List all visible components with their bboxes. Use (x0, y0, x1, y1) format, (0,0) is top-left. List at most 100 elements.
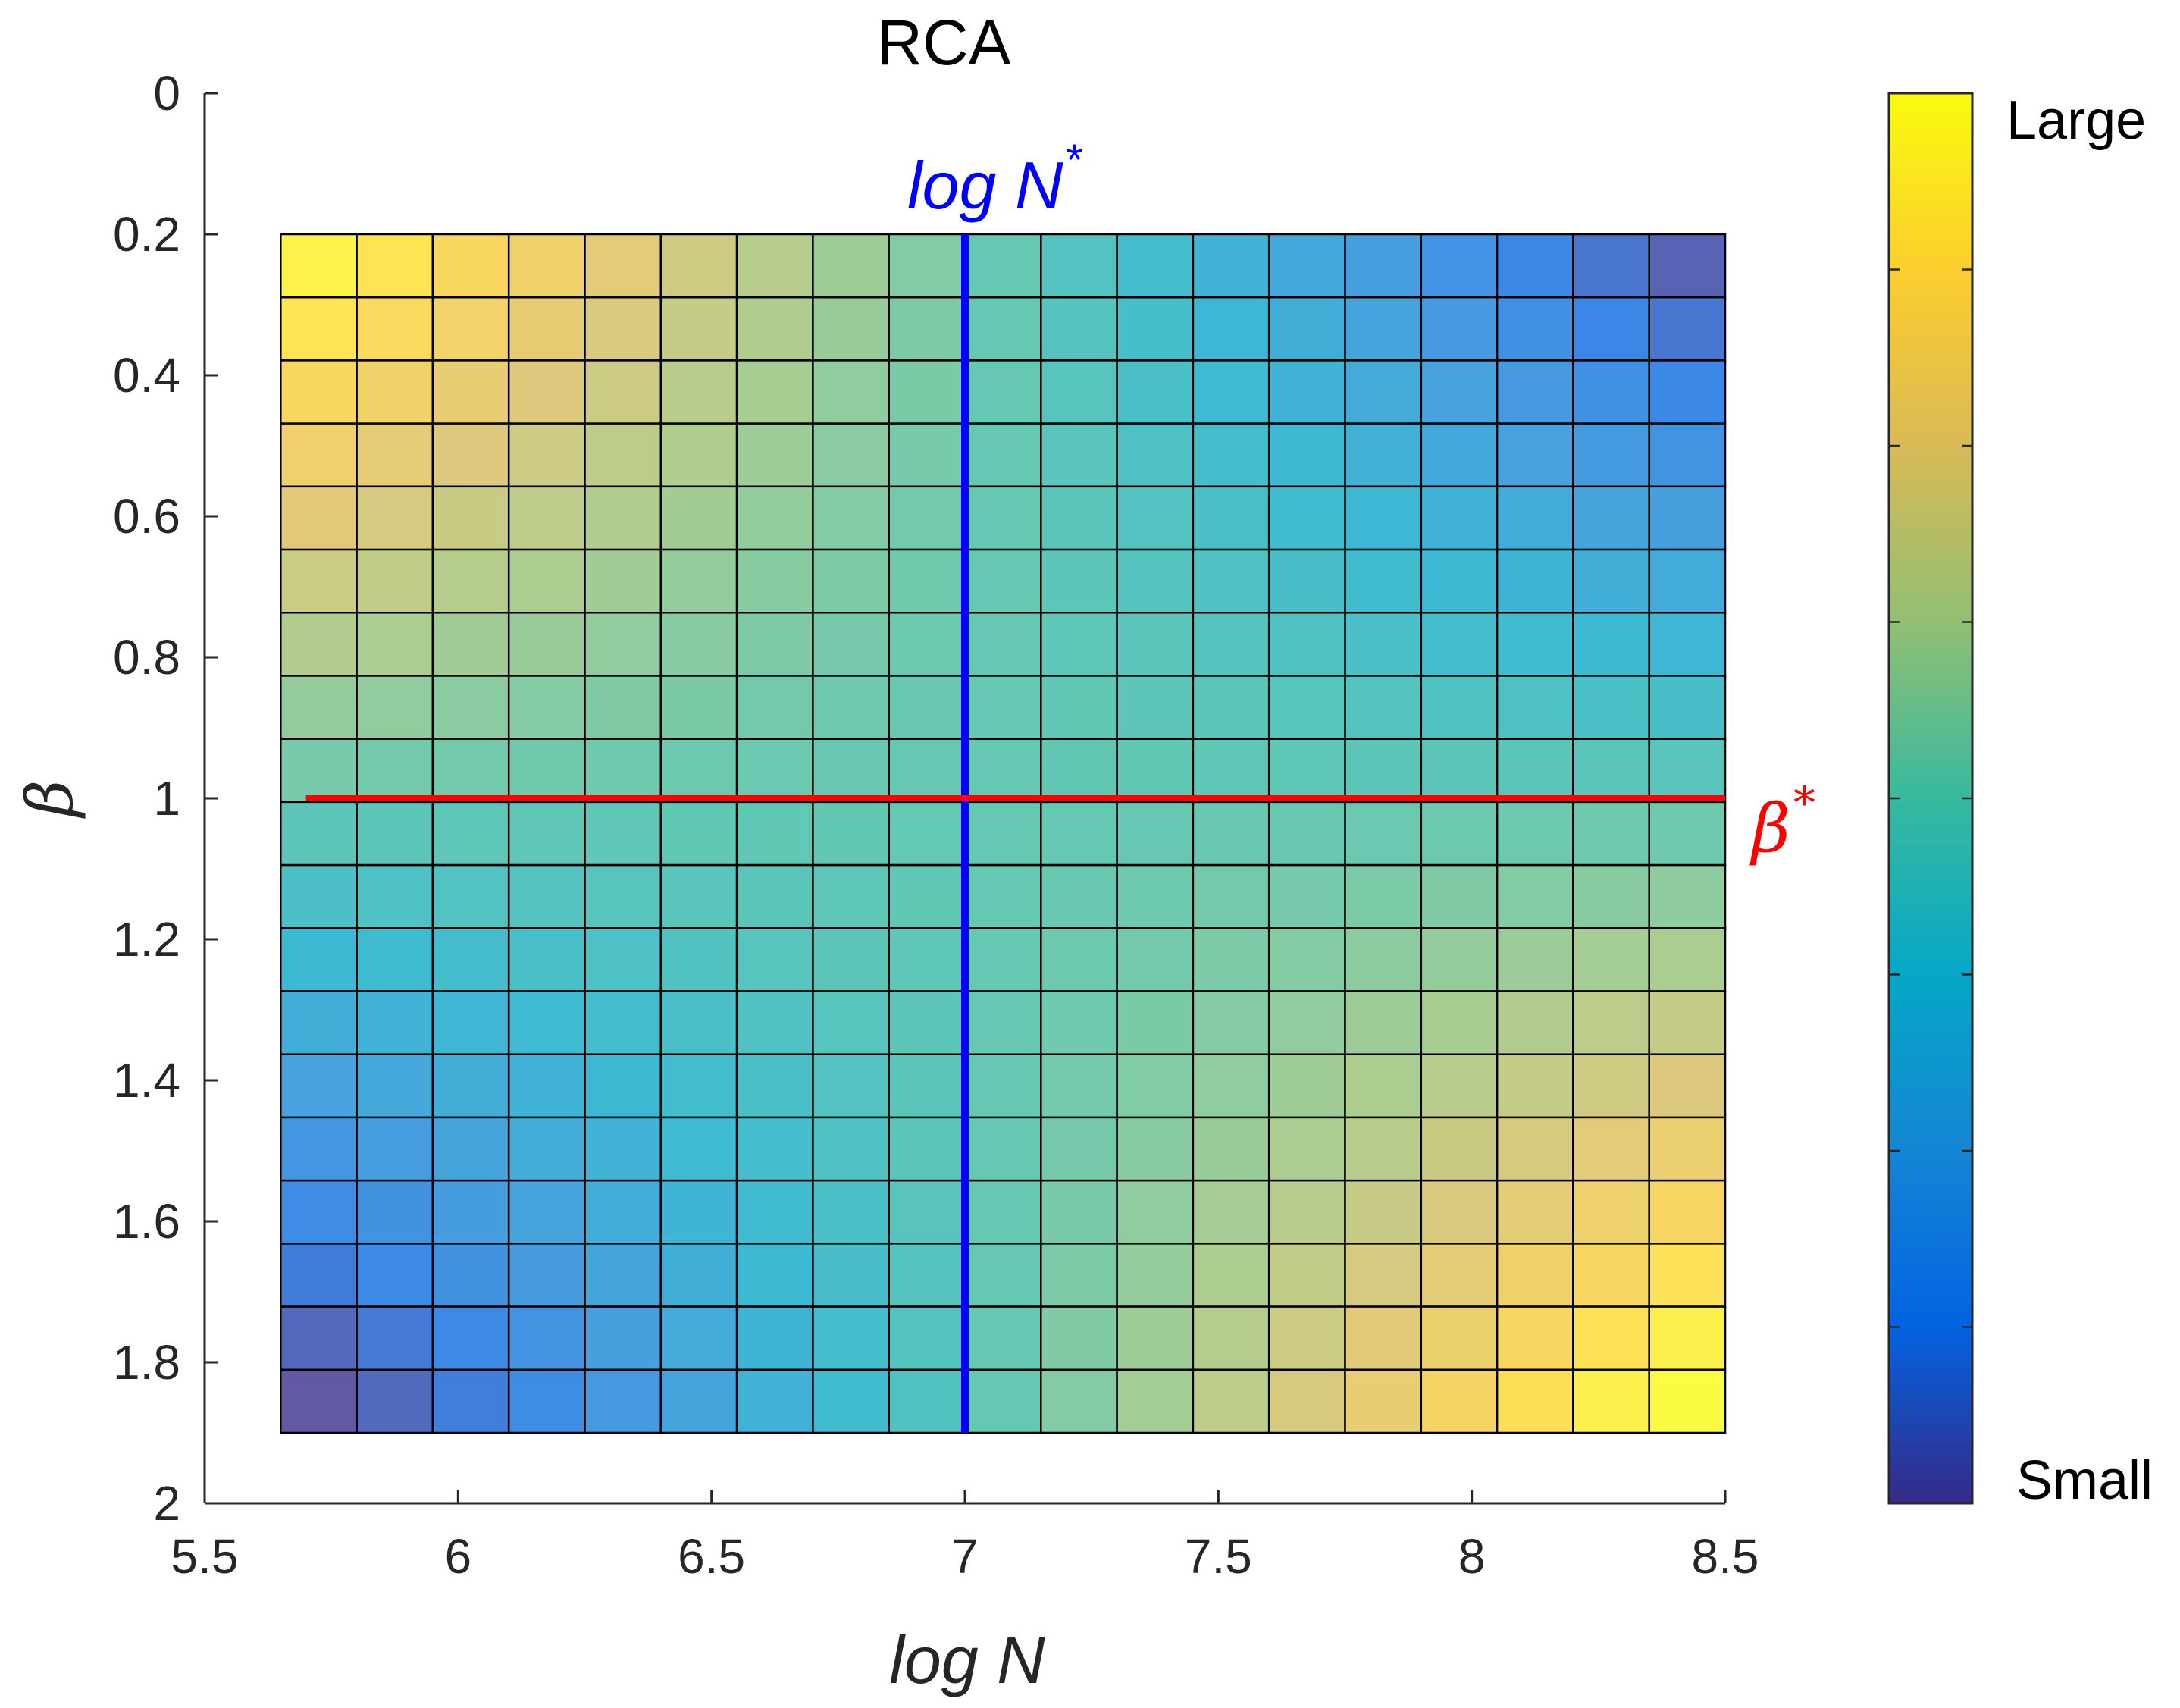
heatmap-cell (507, 1243, 586, 1308)
heatmap-cell (431, 927, 510, 992)
x-tick-label: 8 (1458, 1529, 1486, 1584)
heatmap-cell (431, 359, 510, 425)
heatmap-cell (1496, 801, 1574, 867)
heatmap-cell (1648, 863, 1727, 929)
heatmap-cell (280, 485, 358, 551)
heatmap-cell (963, 1053, 1042, 1119)
heatmap-cell (1116, 359, 1195, 425)
x-tick-label: 8.5 (1692, 1529, 1759, 1584)
heatmap-cell (280, 738, 358, 804)
heatmap-cell (1344, 296, 1423, 362)
heatmap-cell (1344, 233, 1423, 299)
heatmap-cell (1267, 233, 1346, 299)
heatmap-cell (356, 296, 434, 362)
heatmap-cell (1572, 1305, 1650, 1371)
heatmap-cell (1420, 1305, 1499, 1371)
heatmap-cell (1040, 1368, 1118, 1434)
heatmap-cell (584, 927, 662, 992)
heatmap-cell (1572, 801, 1650, 867)
heatmap-cell (280, 1116, 358, 1182)
heatmap-cell (735, 990, 814, 1055)
heatmap-cell (812, 1053, 890, 1119)
heatmap-cell (1040, 233, 1118, 299)
y-tick-label: 0.8 (113, 630, 180, 685)
heatmap-cell (659, 485, 738, 551)
y-tick-label: 1.6 (113, 1194, 180, 1249)
y-tick-label: 1.4 (113, 1053, 180, 1108)
heatmap-cell (812, 1179, 890, 1245)
heatmap-cell (888, 863, 966, 929)
heatmap-cell (584, 1053, 662, 1119)
heatmap-cell (735, 801, 814, 867)
heatmap-cell (1116, 675, 1195, 740)
heatmap-cell (1420, 927, 1499, 992)
heatmap-cell (1496, 1368, 1574, 1434)
heatmap-cell (812, 1368, 890, 1434)
heatmap-cell (1420, 359, 1499, 425)
heatmap-cell (280, 1368, 358, 1434)
heatmap-cell (1496, 422, 1574, 488)
heatmap-cell (507, 927, 586, 992)
heatmap-cell (1572, 359, 1650, 425)
heatmap-cell (1344, 1053, 1423, 1119)
heatmap-cell (1420, 801, 1499, 867)
heatmap-cell (1496, 612, 1574, 677)
heatmap-cell (1040, 675, 1118, 740)
heatmap-cell (1496, 548, 1574, 614)
heatmap-cell (1572, 863, 1650, 929)
heatmap-cell (1496, 1305, 1574, 1371)
heatmap-cell (1496, 738, 1574, 804)
heatmap-cell (1420, 485, 1499, 551)
heatmap-cell (1040, 296, 1118, 362)
heatmap-cell (888, 990, 966, 1055)
heatmap-cell (963, 233, 1042, 299)
colorbar: Large Small (1887, 90, 2153, 1511)
heatmap-cell (584, 675, 662, 740)
heatmap-cell (1267, 422, 1346, 488)
heatmap-cell (963, 485, 1042, 551)
optimal-beta-label-sup: * (1793, 777, 1815, 829)
heatmap-cell (280, 675, 358, 740)
heatmap-cell (735, 233, 814, 299)
heatmap-cell (1116, 1116, 1195, 1182)
chart-title: RCA (876, 7, 1010, 78)
heatmap-cell (280, 863, 358, 929)
heatmap-cell (280, 990, 358, 1055)
heatmap-cell (659, 612, 738, 677)
heatmap-cell (1648, 1368, 1727, 1434)
optimal-logN-label: log N* (907, 136, 1083, 223)
heatmap-cell (659, 1116, 738, 1182)
heatmap-cell (431, 990, 510, 1055)
heatmap-cell (1572, 485, 1650, 551)
heatmap-cell (1040, 485, 1118, 551)
heatmap-cell (1267, 1243, 1346, 1308)
heatmap-cell (1192, 1116, 1270, 1182)
heatmap-cell (888, 359, 966, 425)
heatmap-cell (1267, 927, 1346, 992)
heatmap-cell (735, 738, 814, 804)
heatmap-cell (584, 738, 662, 804)
heatmap-cell (584, 990, 662, 1055)
heatmap-cell (431, 738, 510, 804)
heatmap-cell (659, 359, 738, 425)
heatmap-cell (1344, 359, 1423, 425)
heatmap-cell (280, 1179, 358, 1245)
heatmap-cell (888, 1179, 966, 1245)
heatmap-cell (1496, 233, 1574, 299)
heatmap-cell (584, 1305, 662, 1371)
x-tick-label: 6 (445, 1529, 472, 1584)
heatmap-cell (1192, 422, 1270, 488)
heatmap-cell (584, 422, 662, 488)
heatmap-cell (812, 612, 890, 677)
heatmap-cell (280, 1243, 358, 1308)
heatmap-cell (1267, 675, 1346, 740)
colorbar-bottom-label: Small (2016, 1450, 2153, 1511)
heatmap-cell (507, 359, 586, 425)
heatmap-cell (1420, 422, 1499, 488)
heatmap-cell (1496, 1179, 1574, 1245)
heatmap-cell (1420, 296, 1499, 362)
heatmap-cell (280, 296, 358, 362)
heatmap-cell (735, 1305, 814, 1371)
heatmap-cell (356, 1368, 434, 1434)
